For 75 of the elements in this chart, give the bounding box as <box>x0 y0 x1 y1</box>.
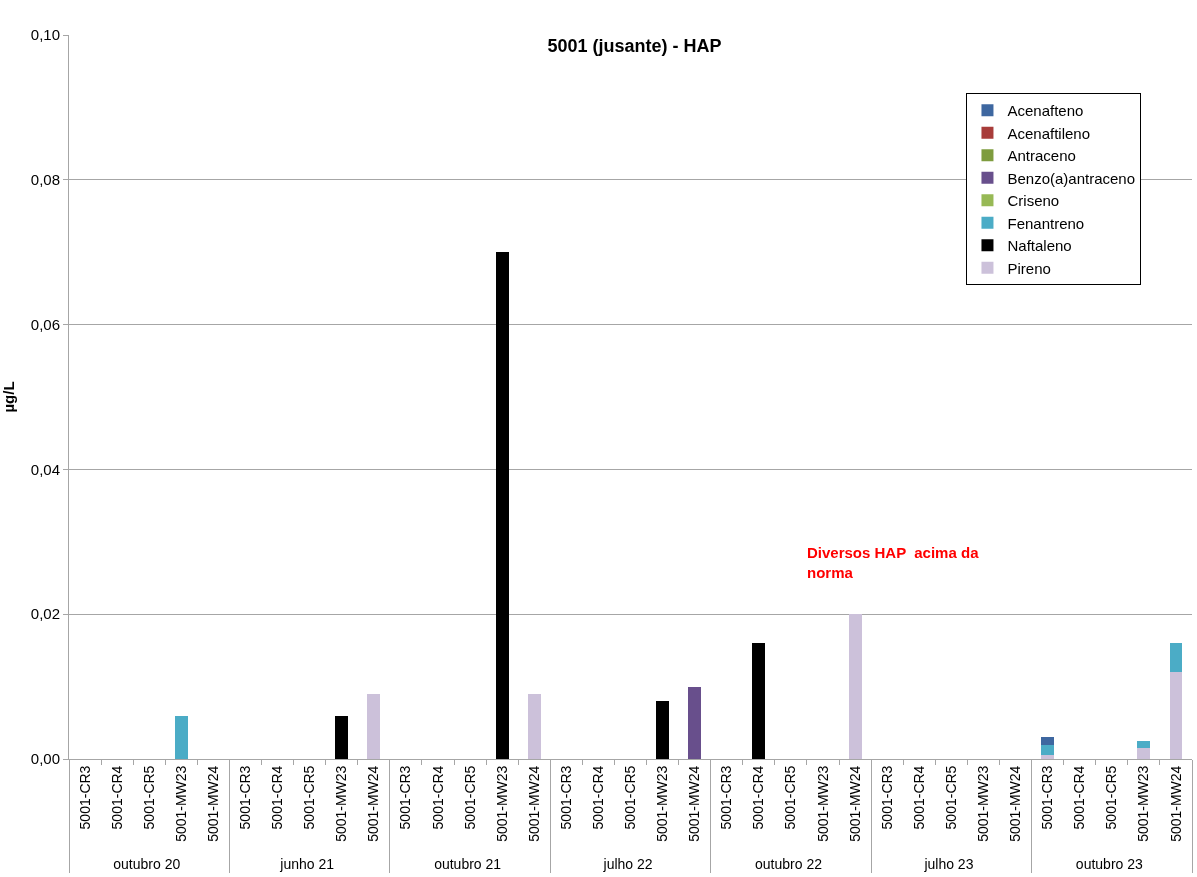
x-tick-label: 5001-CR4 <box>108 765 125 830</box>
x-tick-label: 5001-MW24 <box>525 765 542 842</box>
bar <box>495 252 509 759</box>
bar <box>1137 748 1151 759</box>
bar <box>335 715 349 759</box>
x-tick-label: 5001-MW23 <box>974 765 991 842</box>
y-tick-label: 0,00 <box>30 750 60 768</box>
text: julho 23 <box>923 856 974 873</box>
chart-title: 5001 (jusante) - HAP <box>547 36 722 57</box>
x-tick-label: 5001-CR5 <box>461 765 478 830</box>
x-tick-label: 5001-MW23 <box>493 765 510 842</box>
x-tick-label: 5001-CR4 <box>1071 765 1088 830</box>
bar <box>1041 737 1055 745</box>
bar <box>688 686 702 759</box>
x-tick-label: 5001-MW23 <box>333 765 350 842</box>
text: outubro 20 <box>113 856 181 873</box>
x-tick-label: 5001-CR4 <box>589 765 606 830</box>
x-tick-label: 5001-CR5 <box>1103 765 1120 830</box>
x-tick-label: 5001-MW24 <box>846 765 863 842</box>
x-tick-label: 5001-CR3 <box>878 765 895 830</box>
bar <box>1041 755 1055 759</box>
bar <box>1041 744 1055 756</box>
x-tick-label: 5001-CR4 <box>269 765 286 830</box>
legend-label: Naftaleno <box>1007 237 1072 255</box>
x-tick-label: 5001-CR3 <box>1039 765 1056 830</box>
legend-label: Acenaftileno <box>1007 124 1091 142</box>
x-tick-label: 5001-MW23 <box>172 765 189 842</box>
legend-label: Benzo(a)antraceno <box>1007 169 1136 187</box>
bar <box>848 614 862 759</box>
x-tick-label: 5001-MW23 <box>1135 765 1152 842</box>
text: julho 22 <box>602 856 653 873</box>
x-tick-label: 5001-CR3 <box>397 765 414 830</box>
x-tick-label: 5001-CR3 <box>237 765 254 830</box>
text: outubro 23 <box>1075 856 1144 873</box>
x-tick-label: 5001-CR4 <box>910 765 927 830</box>
y-tick-label: 0,04 <box>30 460 60 478</box>
x-tick-label: 5001-CR3 <box>76 765 93 830</box>
legend-label: Pireno <box>1007 259 1051 277</box>
x-tick-label: 5001-MW24 <box>686 765 703 842</box>
text: outubro 21 <box>434 856 502 873</box>
x-tick-label: 5001-CR5 <box>622 765 639 830</box>
x-tick-label: 5001-CR4 <box>429 765 446 830</box>
y-tick-label: 0,08 <box>30 171 60 189</box>
x-tick-label: 5001-CR3 <box>557 765 574 830</box>
bar <box>527 693 541 759</box>
bar <box>1169 643 1183 673</box>
text: junho 21 <box>279 856 335 873</box>
bar <box>656 701 669 759</box>
bar <box>1169 672 1183 759</box>
legend-label: Antraceno <box>1007 147 1076 165</box>
x-tick-label: 5001-MW24 <box>1167 765 1184 842</box>
x-tick-label: 5001-MW23 <box>814 765 831 842</box>
annotation: Diversos HAP acima da norma <box>807 544 980 581</box>
bar <box>367 693 381 759</box>
legend-label: Fenantreno <box>1007 214 1085 232</box>
x-tick-label: 5001-CR5 <box>782 765 799 830</box>
y-tick-label: 0,10 <box>30 26 60 44</box>
x-tick-label: 5001-CR5 <box>140 765 157 830</box>
bar <box>752 643 766 759</box>
x-tick-label: 5001-MW24 <box>365 765 382 842</box>
x-tick-label: 5001-CR3 <box>718 765 735 830</box>
x-tick-label: 5001-CR4 <box>750 765 767 830</box>
bar <box>1137 740 1151 749</box>
x-tick-label: 5001-MW24 <box>204 765 221 842</box>
legend-label: Criseno <box>1007 192 1060 210</box>
y-tick-label: 0,02 <box>30 605 60 623</box>
text: outubro 22 <box>755 856 823 873</box>
y-axis-title: µg/L <box>0 381 17 413</box>
x-tick-label: 5001-MW23 <box>654 765 671 842</box>
legend-label: Acenafteno <box>1007 102 1084 120</box>
y-tick-label: 0,06 <box>30 315 60 333</box>
bar <box>174 715 188 759</box>
x-tick-label: 5001-MW24 <box>1007 765 1024 842</box>
x-tick-label: 5001-CR5 <box>942 765 959 830</box>
x-tick-label: 5001-CR5 <box>301 765 318 830</box>
